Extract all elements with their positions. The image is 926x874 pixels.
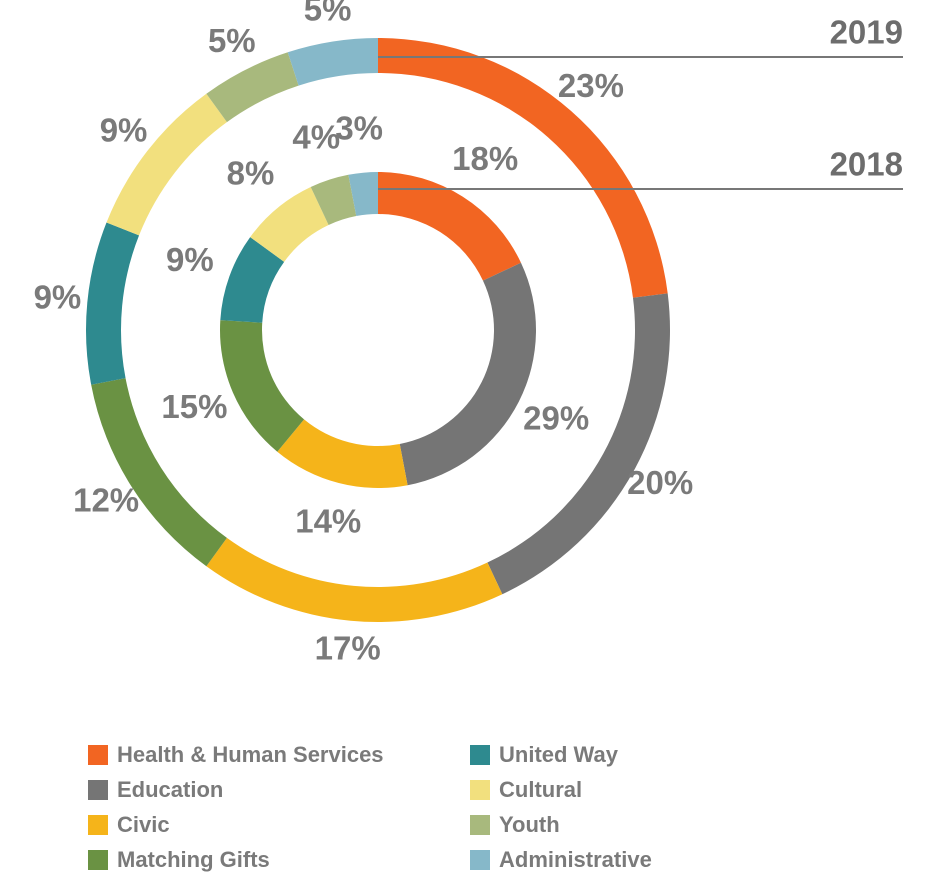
donut-segment [378,172,521,281]
legend-swatch [88,780,108,800]
data-label: 9% [34,278,82,315]
donut-segment [86,222,140,385]
data-label: 4% [292,119,340,156]
series-label: 2019 [830,14,903,51]
donut-segment [206,52,299,123]
legend-label: Administrative [499,847,652,872]
data-label: 18% [452,140,518,177]
donut-segment [310,174,357,226]
data-label: 29% [523,400,589,437]
legend-swatch [470,850,490,870]
data-label: 5% [208,22,256,59]
legend-label: Cultural [499,777,582,802]
legend-label: Health & Human Services [117,742,384,767]
legend-label: Youth [499,812,560,837]
data-label: 20% [627,464,693,501]
donut-segment [277,419,408,488]
data-label: 3% [335,110,383,147]
donut-segment [91,378,227,567]
data-label: 12% [73,481,139,518]
donut-segment [206,537,503,622]
data-label: 5% [304,0,352,28]
donut-segment [250,187,329,262]
donut-segment [220,237,285,323]
legend-swatch [88,815,108,835]
legend-label: Civic [117,812,170,837]
legend-label: United Way [499,742,619,767]
donut-segment [220,320,305,452]
data-label: 14% [295,502,361,539]
legend-swatch [88,745,108,765]
data-label: 15% [161,388,227,425]
legend-swatch [470,780,490,800]
donut-segment [348,172,378,217]
data-label: 9% [100,111,148,148]
donut-segment [287,38,378,86]
legend-label: Education [117,777,223,802]
legend-swatch [470,745,490,765]
donut-segment [378,38,668,298]
donut-segment [487,293,670,595]
data-label: 17% [315,629,381,666]
data-label: 9% [166,241,214,278]
legend-label: Matching Gifts [117,847,270,872]
legend-swatch [470,815,490,835]
data-label: 8% [227,155,275,192]
donut-segment [399,262,536,486]
series-label: 2018 [830,146,903,183]
donut-segment [106,93,227,236]
legend-swatch [88,850,108,870]
data-label: 23% [558,67,624,104]
